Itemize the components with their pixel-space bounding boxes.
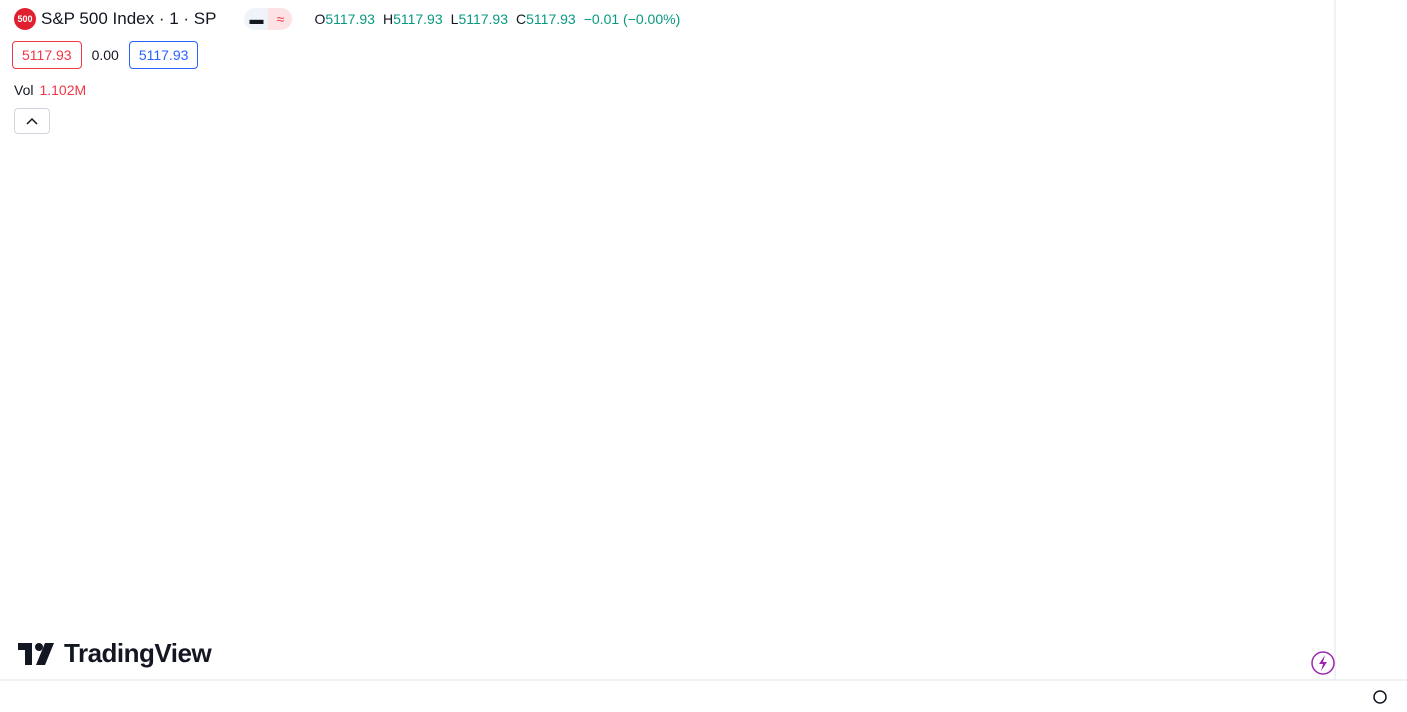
ohlc-key: C: [516, 11, 527, 27]
chevron: [26, 117, 38, 125]
ohlc-item: C5117.93: [516, 11, 576, 27]
ohlc-key: L: [450, 11, 459, 27]
vol-value: 1.102M: [39, 82, 87, 98]
vol-label: Vol: [14, 82, 34, 98]
ohlc-item: H5117.93: [383, 11, 443, 27]
spread: 0.00: [91, 47, 119, 63]
buy-button[interactable]: 5117.93: [128, 41, 199, 69]
ohlc-key: H: [382, 11, 394, 27]
ohlc-key: O: [314, 11, 326, 27]
lightning-icon: [1319, 655, 1327, 671]
ohlc-value: 5117.93: [458, 11, 509, 27]
ohlc-value: 5117.93: [325, 11, 375, 27]
ohlc-item: L5117.93: [451, 11, 508, 27]
change: −0.01 (−0.00%): [583, 11, 681, 27]
ohlc-value: 5117.93: [526, 11, 576, 27]
symbol-badge: 500: [14, 8, 36, 30]
settings-icon[interactable]: [1373, 690, 1387, 704]
collapse-button[interactable]: [14, 108, 50, 134]
logo-mark: [18, 642, 54, 665]
sell-button[interactable]: 5117.93: [12, 41, 82, 69]
logo-text: TradingView: [64, 638, 212, 668]
ohlc-item: O5117.93: [314, 11, 374, 27]
trade-boxes: 5117.93 0.00 5117.93: [12, 41, 199, 69]
logo: TradingView: [18, 638, 212, 669]
volume-legend: Vol 1.102M: [14, 82, 86, 98]
legend-header: 500 S&P 500 Index · 1 · SP ▬ ≈ O5117.93 H5…: [14, 8, 680, 30]
ohlc: O5117.93 H5117.93 L5117.93 C5117.93: [314, 11, 575, 27]
symbol: S&P 500 Index · 1 · SP: [41, 9, 217, 28]
toggle[interactable]: ▬ ≈: [244, 8, 293, 30]
ohlc-value: 5117.93: [393, 11, 443, 27]
